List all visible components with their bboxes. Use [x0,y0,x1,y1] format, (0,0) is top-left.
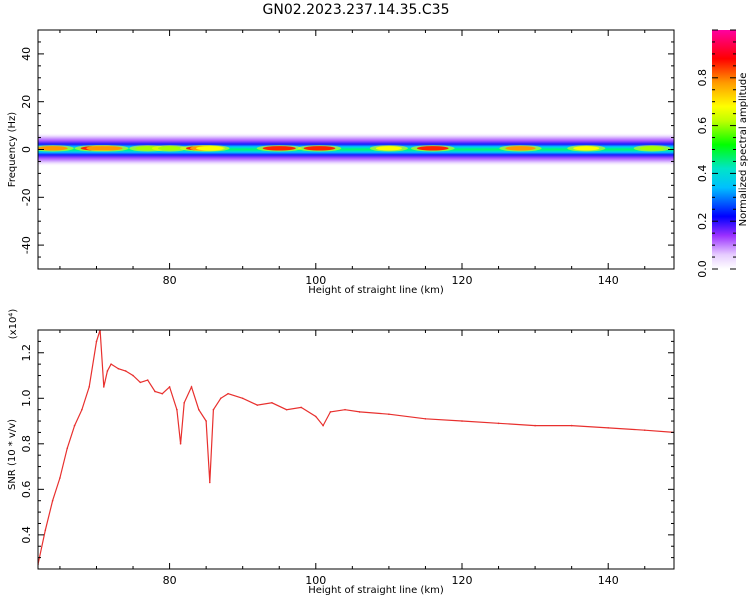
y-tick-label: 1.2 [20,344,33,362]
y-tick-label: 0 [20,146,33,153]
snr-series-line [38,330,674,565]
y-axis-label: Frequency (Hz) [7,112,18,188]
snr-data-point [198,408,200,411]
snr-data-point [59,477,61,479]
snr-data-point [271,402,273,404]
snr-data-point [146,379,149,381]
x-tick-label: 120 [452,574,473,587]
snr-data-point [106,370,109,372]
snr-data-point [179,443,182,445]
snr-data-point [81,408,83,411]
snr-plot-area [38,330,674,566]
x-tick-label: 100 [305,574,326,587]
snr-panel: 80 100 120 140 Height of straight line (km) 0… [7,309,675,596]
snr-data-point [51,499,54,502]
snr-data-point [168,386,171,388]
snr-data-point [205,420,207,422]
snr-data-point [497,422,500,425]
band-hotspot [573,146,600,151]
colorbar-tick-label: 0.8 [696,69,709,87]
colorbar-tick-label: 0.4 [696,165,709,183]
colorbar: 0.0 0.2 0.4 0.6 0.8 Normalized spectral ampli… [696,29,749,278]
snr-data-point [110,363,112,365]
colorbar-tick-label: 0.6 [696,117,709,135]
snr-data-point [212,408,215,411]
band-hotspot [505,146,536,151]
snr-data-point [132,374,134,377]
figure-title: GN02.2023.237.14.35.C35 [263,2,450,18]
x-axis-label: Height of straight line (km) [308,585,444,596]
colorbar-gradient [712,30,736,269]
band-hotspot [639,146,665,151]
band-hotspot [38,146,68,151]
x-tick-label: 80 [163,574,177,587]
snr-data-point [88,386,90,388]
y-tick-label: 1.0 [20,390,33,408]
snr-data-point [124,370,127,372]
snr-data-point [139,381,142,384]
snr-data-point [190,386,193,388]
snr-data-point [95,340,98,343]
y-multiplier-label: (x10⁴) [8,309,19,340]
snr-data-point [102,386,105,388]
y-tick-label: 0.8 [20,435,33,453]
y-tick-label: 0.4 [20,526,33,544]
snr-data-point [208,481,211,484]
snr-data-point [570,424,573,427]
snr-data-point [73,424,76,427]
x-tick-label: 80 [163,274,177,287]
y-tick-label: 20 [20,95,33,109]
snr-data-point [241,397,244,400]
snr-data-point [607,427,610,429]
snr-data-point [424,417,427,420]
band-hotspot [157,146,182,151]
snr-data-point [643,429,646,431]
snr-data-point [358,411,361,413]
spectrogram-panel: 80 100 120 140 Height of straight line (km) -… [7,29,675,296]
band-hotspot [375,146,402,151]
snr-data-point [322,424,324,427]
heatmap-area [38,132,674,167]
snr-data-point [219,397,222,400]
snr-data-point [227,392,229,395]
snr-data-point [183,402,186,404]
snr-data-point [314,415,317,418]
x-tick-label: 120 [452,274,473,287]
band-hotspot [262,146,296,151]
snr-data-point [161,392,164,395]
snr-data-point [154,390,156,393]
snr-data-point [461,420,463,422]
y-axis-label: SNR (10 * v/v) [7,419,18,490]
colorbar-tick-label: 0.0 [696,260,709,278]
snr-data-point [117,367,120,370]
colorbar-tick-label: 0.2 [696,212,709,230]
band-hotspot [303,146,336,151]
snr-data-point [534,424,536,427]
y-tick-label: -20 [20,188,33,206]
band-hotspot [92,146,123,151]
snr-data-point [388,413,390,416]
band-hotspot [195,146,224,151]
snr-data-point [344,408,346,411]
y-tick-label: 40 [20,47,33,61]
snr-data-point [176,408,178,411]
y-tick-label: 0.6 [20,481,33,499]
x-tick-label: 140 [598,274,619,287]
colorbar-label: Normalized spectral amplitude [738,73,749,227]
snr-data-point [300,406,302,409]
snr-frame [37,329,675,570]
snr-data-point [256,404,259,406]
snr-data-point [44,529,47,532]
x-tick-label: 140 [598,574,619,587]
snr-data-point [329,411,332,413]
y-tick-label: -40 [20,236,33,254]
snr-data-point [285,408,288,411]
x-axis-label: Height of straight line (km) [308,285,444,296]
x-tick-label: 100 [305,274,326,287]
snr-data-point [66,447,69,450]
band-hotspot [416,146,449,151]
